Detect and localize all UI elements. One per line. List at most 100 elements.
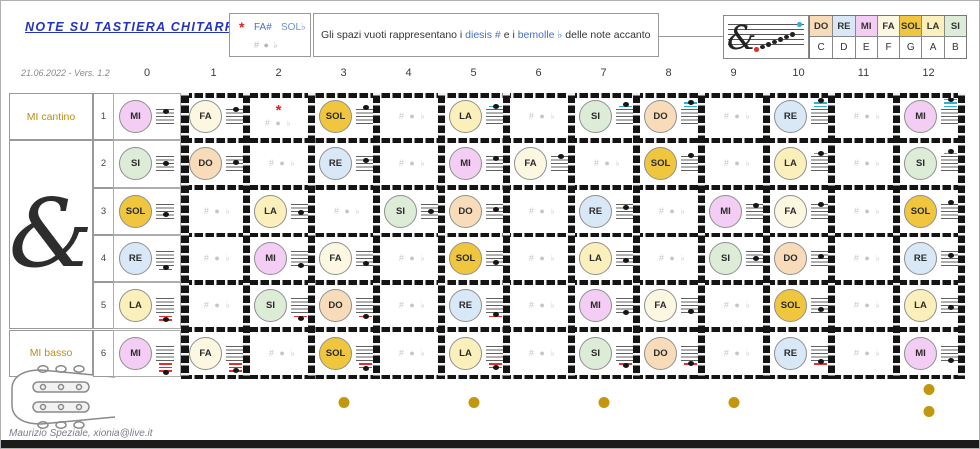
note-circle-fa: FA (514, 147, 547, 181)
note-circle-fa: FA (189, 336, 222, 370)
accidental-placeholder: # ● ♭ (853, 253, 882, 264)
mini-staff-icon (616, 251, 634, 267)
fret-cell-string3-fret7: RE (571, 187, 636, 235)
note-name-table: DO RE MI FA SOL LA SI C D E F G A B (809, 15, 967, 59)
accidental-placeholder: # ● ♭ (203, 205, 232, 216)
treble-clef-large-icon: & (8, 179, 94, 290)
fret-bar (632, 93, 640, 379)
fret-number-9: 9 (730, 67, 737, 79)
author-credit: Maurizio Speziale, xionia@live.it (9, 428, 153, 439)
accidental-placeholder: # ● ♭ (398, 111, 427, 122)
mini-staff-icon (811, 251, 829, 267)
note-circle-fa: FA (774, 194, 807, 228)
note-circle-si: SI (119, 147, 152, 181)
accidental-placeholder: # ● ♭ (853, 300, 882, 311)
staff-note-head (818, 201, 824, 207)
fret-number-2: 2 (275, 67, 282, 79)
note-circle-fa: FA (644, 289, 677, 323)
fret-cell-string5-fret4: # ● ♭ (376, 282, 441, 330)
mini-staff-icon (291, 298, 309, 321)
staff-note-head (163, 212, 169, 218)
legend-text-part: Gli spazi vuoti rappresentano i (321, 29, 466, 41)
fret-bar (502, 93, 510, 379)
note-circle-do: DO (319, 289, 352, 323)
fret-cell-string1-fret4: # ● ♭ (376, 93, 441, 141)
mini-staff-icon (941, 96, 959, 125)
accidental-placeholder: # ● ♭ (853, 205, 882, 216)
note-circle-re: RE (904, 242, 937, 276)
accidental-placeholder: # ● ♭ (398, 347, 427, 358)
fret-cell-string6-fret3: SOL (311, 329, 376, 377)
fret-cell-string6-fret2: # ● ♭ (246, 329, 311, 377)
ledger-line-below (489, 363, 502, 365)
note-letter-a: A (921, 37, 943, 58)
note-circle-la: LA (449, 336, 482, 370)
fret-cell-string2-fret6: FA (506, 140, 571, 188)
fret-cell-string2-fret9: # ● ♭ (701, 140, 766, 188)
ledger-line-above (944, 102, 957, 104)
fret-cell-string1-fret5: LA (441, 93, 506, 141)
mini-staff-icon (226, 156, 244, 172)
fret-cell-string1-fret12: MI (896, 93, 961, 141)
mini-staff-icon (156, 156, 174, 172)
fret-cell-string3-fret0: SOL (113, 187, 181, 235)
staff-note-head (363, 261, 369, 267)
note-name-la: LA (921, 16, 944, 37)
note-circle-mi: MI (579, 289, 612, 323)
staff-note-head (818, 150, 824, 156)
mini-staff-icon (486, 251, 504, 267)
mini-staff-icon (681, 345, 699, 367)
note-letter-b: B (943, 37, 966, 58)
fret-cell-string6-fret1: FA (181, 329, 246, 377)
fret-cell-string3-fret11: # ● ♭ (831, 187, 896, 235)
legend-text-bemolle: bemolle ♭ (517, 29, 563, 41)
fret-cell-string6-fret7: SI (571, 329, 636, 377)
fret-bar (437, 93, 445, 379)
note-circle-si: SI (254, 289, 287, 323)
staff-note-head (163, 264, 169, 270)
mi-basso-label: MI basso (29, 347, 73, 360)
fret-cell-string6-fret12: MI (896, 329, 961, 377)
note-name-mi: MI (854, 16, 877, 37)
legend-text-diesis: diesis # (465, 29, 501, 41)
fret-cell-string3-fret3: # ● ♭ (311, 187, 376, 235)
accidental-placeholder: # ● ♭ (723, 300, 752, 311)
note-circle-sol: SOL (449, 242, 482, 276)
fret-cell-string5-fret11: # ● ♭ (831, 282, 896, 330)
fret-cell-string5-fret7: MI (571, 282, 636, 330)
fret-cell-string5-fret1: # ● ♭ (181, 282, 246, 330)
staff-note-head (163, 161, 169, 167)
staff-note-head (233, 368, 239, 374)
note-circle-la: LA (904, 289, 937, 323)
accidental-placeholder: # ● ♭ (853, 158, 882, 169)
note-circle-la: LA (119, 289, 152, 323)
fret-cell-string4-fret10: DO (766, 234, 831, 283)
staff-note-head (493, 259, 499, 265)
note-circle-mi: MI (449, 147, 482, 181)
mini-staff-icon (291, 203, 309, 219)
note-name-re: RE (832, 16, 855, 37)
fret-cell-string1-fret9: # ● ♭ (701, 93, 766, 141)
fret-number-5: 5 (470, 67, 477, 79)
mini-staff-icon (356, 251, 374, 267)
fret-marker-dot (923, 406, 934, 417)
mi-cantino-label: MI cantino (26, 110, 76, 123)
fret-cell-string5-fret10: SOL (766, 282, 831, 330)
note-circle-do: DO (644, 100, 677, 134)
fret-cell-string3-fret4: SI (376, 187, 441, 235)
mini-staff-icon (486, 203, 504, 219)
mini-staff-icon (226, 345, 244, 374)
accidental-placeholder: # ● ♭ (853, 347, 882, 358)
legend-examples-box: * FA# SOL♭ # ● ♭ (229, 13, 311, 57)
fret-cell-string6-fret10: RE (766, 329, 831, 377)
fret-marker-dot (468, 397, 479, 408)
left-clef-box: & (8, 140, 94, 330)
sharp-flat-asterisk: * (275, 101, 282, 119)
fret-cell-string4-fret11: # ● ♭ (831, 234, 896, 283)
accidental-placeholder: # ● ♭ (853, 111, 882, 122)
staff-note-head (298, 263, 304, 269)
fret-cell-string2-fret3: RE (311, 140, 376, 188)
accidental-placeholder: # ● ♭ (268, 158, 297, 169)
ledger-line-above (814, 105, 827, 108)
accidental-placeholder: # ● ♭ (398, 300, 427, 311)
